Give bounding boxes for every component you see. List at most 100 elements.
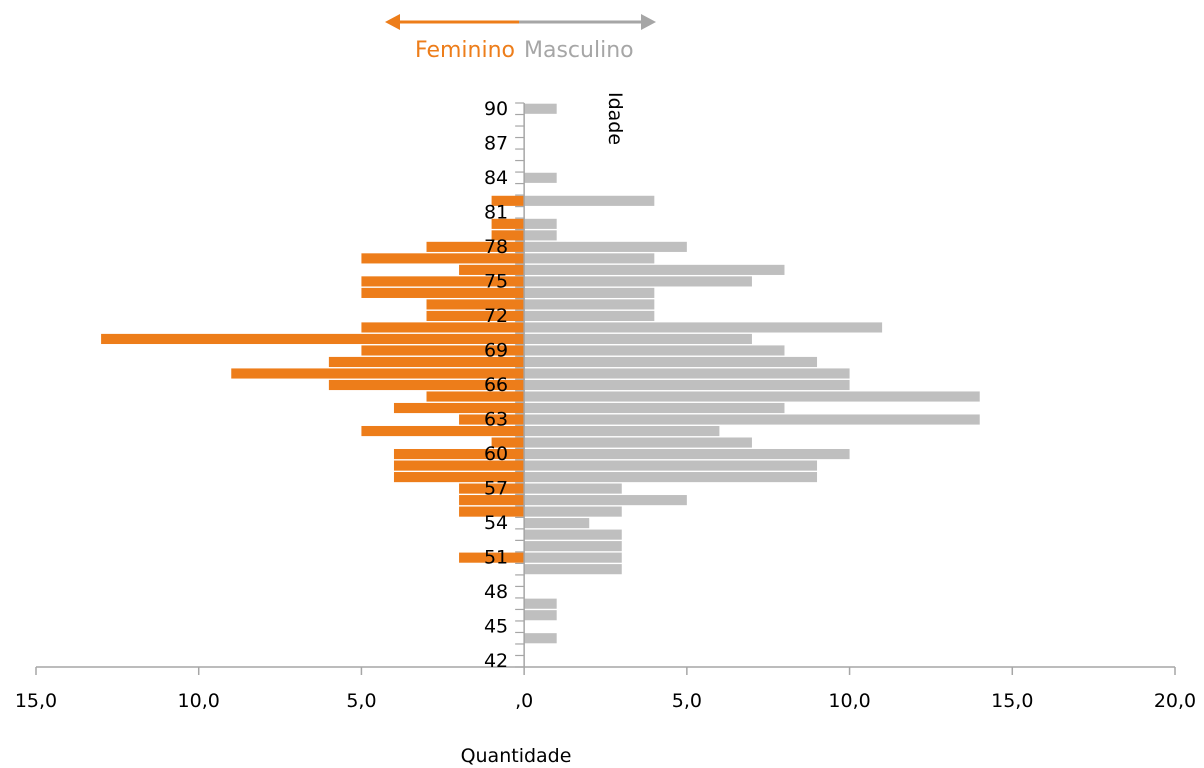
y-axis-title: Idade bbox=[604, 92, 626, 145]
bar-masculino-66 bbox=[524, 379, 850, 391]
bar-masculino-82 bbox=[524, 195, 655, 206]
bar-masculino-56 bbox=[524, 495, 687, 506]
bar-feminino-62 bbox=[361, 425, 525, 437]
x-tick-label: 20,0 bbox=[1154, 690, 1196, 712]
bar-feminino-58 bbox=[393, 472, 525, 483]
x-tick-label: 5,0 bbox=[346, 690, 376, 712]
bar-feminino-78 bbox=[426, 241, 525, 252]
male-arrow-head bbox=[641, 14, 656, 30]
y-tick-label: 87 bbox=[484, 132, 508, 154]
female-arrow-head bbox=[385, 14, 400, 30]
x-tick-label: 15,0 bbox=[15, 690, 57, 712]
bar-feminino-51 bbox=[459, 552, 525, 563]
bar-feminino-75 bbox=[361, 276, 525, 287]
bar-feminino-73 bbox=[426, 299, 525, 310]
bar-feminino-68 bbox=[328, 356, 525, 368]
bar-feminino-79 bbox=[491, 230, 525, 241]
bar-feminino-63 bbox=[459, 414, 525, 425]
bar-masculino-68 bbox=[524, 356, 818, 368]
bar-masculino-51 bbox=[524, 552, 622, 563]
bar-masculino-73 bbox=[524, 299, 655, 310]
y-tick-label: 42 bbox=[484, 650, 508, 672]
y-tick-label: 51 bbox=[484, 547, 508, 569]
bar-masculino-78 bbox=[524, 241, 687, 252]
bar-masculino-55 bbox=[524, 506, 622, 517]
bar-feminino-61 bbox=[491, 437, 525, 448]
bar-feminino-74 bbox=[361, 287, 525, 298]
bar-feminino-76 bbox=[459, 264, 525, 275]
bar-feminino-64 bbox=[393, 402, 525, 414]
bar-feminino-77 bbox=[361, 253, 525, 264]
bar-masculino-79 bbox=[524, 230, 557, 241]
axes bbox=[35, 102, 1176, 675]
bar-feminino-67 bbox=[231, 368, 525, 379]
female-bars bbox=[101, 195, 525, 563]
bar-feminino-69 bbox=[361, 345, 525, 356]
bar-masculino-80 bbox=[524, 218, 557, 229]
bar-masculino-44 bbox=[524, 633, 557, 644]
bar-masculino-53 bbox=[524, 529, 622, 540]
bar-masculino-67 bbox=[524, 368, 850, 379]
bar-feminino-66 bbox=[328, 379, 525, 391]
bar-masculino-50 bbox=[524, 564, 622, 575]
bar-feminino-70 bbox=[101, 333, 525, 345]
bar-feminino-57 bbox=[459, 483, 525, 494]
bar-masculino-65 bbox=[524, 391, 980, 402]
male-bars bbox=[524, 103, 980, 644]
bar-masculino-59 bbox=[524, 460, 818, 471]
x-axis-title: Quantidade bbox=[461, 745, 572, 767]
bar-masculino-70 bbox=[524, 333, 752, 345]
bar-masculino-60 bbox=[524, 448, 850, 460]
y-tick-label: 63 bbox=[484, 409, 508, 431]
bar-feminino-80 bbox=[491, 218, 525, 229]
x-tick-label: ,0 bbox=[515, 690, 533, 712]
bar-masculino-90 bbox=[524, 103, 557, 114]
y-tick-label: 66 bbox=[484, 374, 508, 396]
legend: Feminino Masculino bbox=[385, 14, 656, 63]
y-tick-label: 90 bbox=[484, 98, 508, 120]
y-tick-label: 75 bbox=[484, 270, 508, 292]
x-tick-label: 10,0 bbox=[828, 690, 870, 712]
bar-feminino-55 bbox=[459, 506, 525, 517]
y-tick-label: 81 bbox=[484, 201, 508, 223]
bar-masculino-54 bbox=[524, 518, 590, 529]
bar-masculino-52 bbox=[524, 541, 622, 552]
bar-masculino-75 bbox=[524, 276, 752, 287]
bar-feminino-82 bbox=[491, 195, 525, 206]
bar-feminino-60 bbox=[393, 448, 525, 460]
bar-masculino-46 bbox=[524, 610, 557, 621]
y-tick-label: 72 bbox=[484, 305, 508, 327]
bar-masculino-84 bbox=[524, 172, 557, 183]
y-tick-label: 45 bbox=[484, 616, 508, 638]
bar-masculino-62 bbox=[524, 425, 720, 437]
bar-masculino-64 bbox=[524, 402, 785, 414]
bar-masculino-74 bbox=[524, 287, 655, 298]
y-tick-label: 84 bbox=[484, 167, 508, 189]
bar-masculino-57 bbox=[524, 483, 622, 494]
bar-masculino-63 bbox=[524, 414, 980, 425]
legend-male-label: Masculino bbox=[524, 38, 634, 63]
x-tick-label: 10,0 bbox=[178, 690, 220, 712]
x-tick-label: 15,0 bbox=[991, 690, 1033, 712]
y-tick-label: 69 bbox=[484, 339, 508, 361]
bar-feminino-56 bbox=[459, 495, 525, 506]
axis-labels: 15,0 10,0 5,0 ,0 5,0 10,0 15,0 20,0 42 45 48 51 54 57… bbox=[15, 98, 1196, 712]
bar-masculino-58 bbox=[524, 472, 818, 483]
y-tick-label: 54 bbox=[484, 512, 508, 534]
bar-masculino-72 bbox=[524, 310, 655, 322]
bar-masculino-77 bbox=[524, 253, 655, 264]
bar-feminino-72 bbox=[426, 310, 525, 322]
y-tick-label: 48 bbox=[484, 581, 508, 603]
y-tick-label: 60 bbox=[484, 443, 508, 465]
y-tick-label: 57 bbox=[484, 478, 508, 500]
bar-masculino-69 bbox=[524, 345, 785, 356]
bar-masculino-71 bbox=[524, 322, 883, 333]
bar-masculino-47 bbox=[524, 598, 557, 609]
bar-feminino-65 bbox=[426, 391, 525, 402]
bar-masculino-76 bbox=[524, 264, 785, 275]
bar-feminino-59 bbox=[393, 460, 525, 471]
x-tick-label: 5,0 bbox=[672, 690, 702, 712]
y-tick-label: 78 bbox=[484, 236, 508, 258]
bar-masculino-61 bbox=[524, 437, 752, 448]
